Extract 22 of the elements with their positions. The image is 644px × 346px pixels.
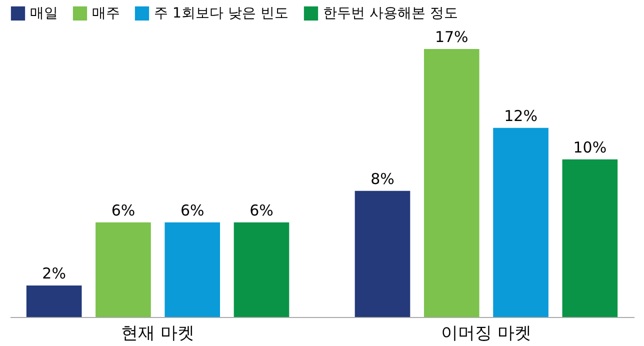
- bar: [493, 128, 548, 317]
- data-label: 2%: [42, 264, 66, 282]
- legend-label: 한두번 사용해본 정도: [323, 5, 458, 22]
- bar: [26, 285, 82, 317]
- bar: [354, 190, 410, 317]
- x-tick-label: 현재 마켓: [121, 324, 194, 344]
- data-label: 6%: [180, 201, 204, 220]
- bar: [96, 222, 151, 317]
- bar: [234, 222, 290, 317]
- legend-label: 주 1회보다 낮은 빈도: [154, 5, 288, 22]
- data-label: 17%: [434, 28, 468, 46]
- data-label: 6%: [250, 201, 274, 220]
- data-label: 8%: [370, 170, 394, 188]
- data-label: 12%: [504, 106, 538, 125]
- data-label: 6%: [111, 201, 136, 220]
- legend-label: 매일: [30, 5, 58, 22]
- bar: [164, 222, 220, 317]
- legend-label: 매주: [92, 5, 120, 22]
- data-label: 10%: [573, 138, 607, 156]
- x-tick-label: 이머징 마켓: [441, 324, 532, 344]
- bar: [562, 159, 618, 317]
- bar: [424, 49, 480, 317]
